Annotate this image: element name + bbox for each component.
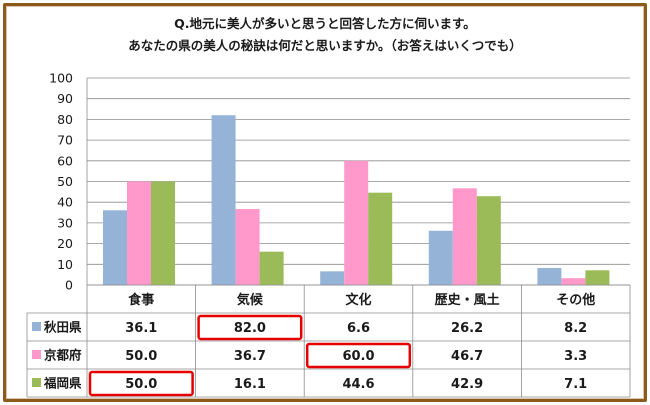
bar-2-4 xyxy=(452,188,477,285)
y-tick-label: 30 xyxy=(57,215,73,230)
data-label: 44.6 xyxy=(342,377,374,392)
bar-3-4 xyxy=(476,196,501,285)
legend-label: 福岡県 xyxy=(43,376,82,391)
y-tick-label: 50 xyxy=(57,174,73,189)
y-tick-label: 0 xyxy=(65,278,73,293)
bar-2-3 xyxy=(344,160,369,285)
data-label: 46.7 xyxy=(451,349,483,364)
data-label: 36.1 xyxy=(125,321,157,336)
bar-1-2 xyxy=(211,115,236,285)
bar-1-5 xyxy=(537,268,562,285)
data-label: 42.9 xyxy=(451,377,483,392)
y-tick-label: 100 xyxy=(49,71,73,86)
y-tick-label: 40 xyxy=(57,195,73,210)
bar-2-5 xyxy=(561,278,586,285)
highlight-box xyxy=(305,342,412,369)
bar-3-5 xyxy=(585,270,610,285)
legend-key-2 xyxy=(32,350,41,359)
legend-key-1 xyxy=(32,322,41,331)
chart-title-line1: Q.地元に美人が多いと思うと回答した方に伺います。 xyxy=(174,16,476,31)
y-tick-label: 90 xyxy=(57,91,73,106)
bar-1-3 xyxy=(320,271,345,285)
highlight-box xyxy=(88,370,194,397)
data-label: 26.2 xyxy=(451,321,483,336)
category-label: 歴史・風土 xyxy=(435,292,500,308)
data-label: 3.3 xyxy=(564,349,587,364)
bar-3-2 xyxy=(259,251,284,285)
data-label: 7.1 xyxy=(564,377,587,392)
data-label: 6.6 xyxy=(347,321,370,336)
data-label: 36.7 xyxy=(234,349,266,364)
data-label: 50.0 xyxy=(125,377,157,392)
bar-1-4 xyxy=(428,230,453,285)
highlight-box xyxy=(197,314,303,341)
category-label: その他 xyxy=(556,292,595,308)
y-tick-label: 20 xyxy=(57,236,73,251)
y-tick-label: 70 xyxy=(57,133,73,148)
y-tick-label: 60 xyxy=(57,153,73,168)
category-label: 食事 xyxy=(128,292,154,308)
y-tick-label: 80 xyxy=(57,112,73,127)
data-label: 50.0 xyxy=(125,349,157,364)
bar-2-2 xyxy=(235,209,260,285)
y-tick-label: 10 xyxy=(57,257,73,272)
chart-title-line2: あなたの県の美人の秘訣は何だと思いますか。（お答えはいくつでも） xyxy=(128,38,522,53)
legend-key-3 xyxy=(32,378,41,387)
bar-2-1 xyxy=(127,181,151,285)
legend-label: 秋田県 xyxy=(44,320,82,335)
category-label: 文化 xyxy=(345,292,371,308)
data-label: 8.2 xyxy=(564,321,587,336)
bar-3-1 xyxy=(151,181,175,285)
legend-label: 京都府 xyxy=(44,348,82,363)
bar-1-1 xyxy=(103,210,127,285)
category-label: 気候 xyxy=(237,292,264,308)
data-label: 60.0 xyxy=(342,349,374,364)
bar-3-3 xyxy=(368,192,393,285)
data-label: 16.1 xyxy=(234,377,266,392)
data-label: 82.0 xyxy=(234,321,266,336)
